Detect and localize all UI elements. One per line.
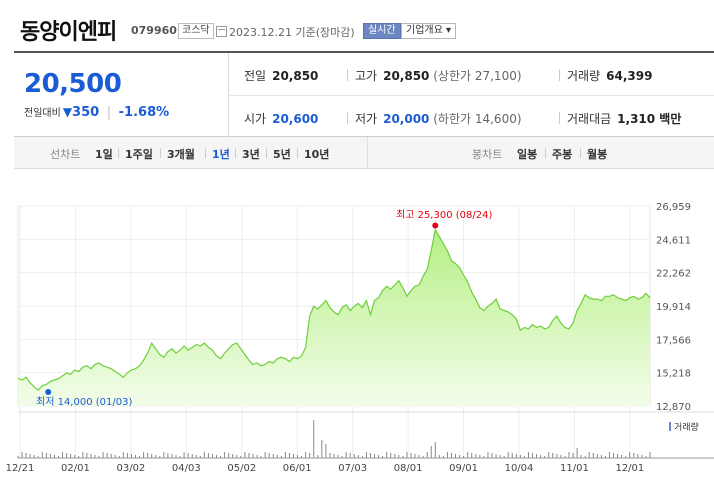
x-tick-label: 11/01 [560,463,589,474]
y-tick-label: 15,218 [656,369,691,380]
prev-value: 20,850 [272,69,319,83]
diff-label: 전일대비 [24,108,61,119]
divider [160,148,161,158]
price-chart-svg: 26,959 24,611 22,262 19,914 17,566 15,218 12,8… [6,202,714,474]
high-price: 고가 20,850 (상한가 27,100) [355,67,522,84]
divider [545,148,546,158]
trade-amount: 거래대금 1,310 백만 [567,110,681,127]
y-tick-label: 26,959 [656,202,691,213]
stock-name: 동양이엔피 [20,20,117,45]
divider [205,148,206,158]
high-marker [432,222,439,229]
divider [297,148,298,158]
x-tick-label: 04/03 [172,463,201,474]
diff-rate: -1.68% [118,105,170,120]
open-value: 20,600 [272,112,319,126]
divider [347,69,348,81]
x-tick-label: 12/01 [615,463,644,474]
period-1y[interactable]: 1년 [212,148,230,161]
x-tick-label: 06/01 [283,463,312,474]
period-3m[interactable]: 3개월 [167,148,195,161]
open-price: 시가 20,600 [244,110,318,127]
price-chart[interactable]: 26,959 24,611 22,262 19,914 17,566 15,218 12,8… [0,190,714,495]
x-tick-label: 08/01 [394,463,423,474]
stock-header: 동양이엔피 079960 코스닥 2023.12.21 기준(장마감) 실시간 … [0,0,714,50]
x-tick-label: 07/03 [338,463,367,474]
company-info-dropdown[interactable]: 기업개요 ▾ [401,23,456,39]
open-label: 시가 [244,112,267,126]
divider [559,69,560,81]
high-value: 20,850 [383,69,430,83]
realtime-button[interactable]: 실시간 [363,23,401,39]
volume: 거래량 64,399 [567,67,652,84]
period-3y[interactable]: 3년 [242,148,260,161]
calendar-icon [216,26,227,37]
x-tick-label: 10/04 [505,463,534,474]
current-price: 20,500 [24,69,122,99]
x-tick-label: 12/21 [6,463,35,474]
prev-close: 전일 20,850 [244,67,318,84]
low-value: 20,000 [383,112,430,126]
upper-limit: (상한가 27,100) [433,69,522,83]
down-arrow-icon: ▼ [62,105,73,119]
volume-value: 64,399 [606,69,653,83]
y-tick-label: 17,566 [656,335,691,346]
x-tick-label: 05/02 [227,463,256,474]
divider [235,148,236,158]
divider [118,148,119,158]
price-line [17,227,651,391]
market-badge: 코스닥 [178,23,214,39]
y-tick-label: 19,914 [656,302,691,313]
quote-date: 2023.12.21 기준(장마감) [229,26,355,39]
period-5y[interactable]: 5년 [273,148,291,161]
volume-label: 거래량 [567,69,601,83]
price-change: 전일대비 ▼350 | -1.68% [24,105,170,120]
chart-toolbar: 선차트 1일 1주일 3개월 1년 3년 5년 10년 봉차트 일봉 주봉 월봉 [14,137,714,169]
line-chart-label: 선차트 [50,148,81,161]
y-tick-label: 24,611 [656,235,691,246]
divider [559,112,560,124]
low-marker [45,388,52,395]
x-tick-label: 03/02 [116,463,145,474]
amount-value: 1,310 백만 [617,112,682,126]
diff-value: 350 [72,105,100,120]
candle-chart-label: 봉차트 [472,148,503,161]
price-area [18,229,650,406]
volume-legend-swatch [669,422,671,431]
low-annotation: 최저 14,000 (01/03) [36,396,132,408]
y-tick-label: 12,870 [656,402,691,413]
prev-label: 전일 [244,69,267,83]
high-annotation: 최고 25,300 (08/24) [396,209,492,221]
candle-daily[interactable]: 일봉 [517,148,538,161]
candle-weekly[interactable]: 주봉 [552,148,573,161]
divider [228,95,714,96]
divider [367,137,368,169]
period-10y[interactable]: 10년 [304,148,330,161]
amount-label: 거래대금 [567,112,612,126]
lower-limit: (하한가 14,600) [433,112,522,126]
volume-label: 거래량 [674,421,699,433]
period-1d[interactable]: 1일 [95,148,113,161]
low-label: 저가 [355,112,378,126]
high-label: 고가 [355,69,378,83]
divider [347,112,348,124]
divider [580,148,581,158]
y-tick-label: 22,262 [656,269,691,280]
candle-monthly[interactable]: 월봉 [587,148,608,161]
x-tick-label: 09/01 [449,463,478,474]
divider [266,148,267,158]
stock-code: 079960 [131,24,177,37]
period-1w[interactable]: 1주일 [125,148,153,161]
x-tick-label: 02/01 [61,463,90,474]
price-summary: 20,500 전일대비 ▼350 | -1.68% 전일 20,850 고가 20,8… [14,51,714,137]
low-price: 저가 20,000 (하한가 14,600) [355,110,522,127]
